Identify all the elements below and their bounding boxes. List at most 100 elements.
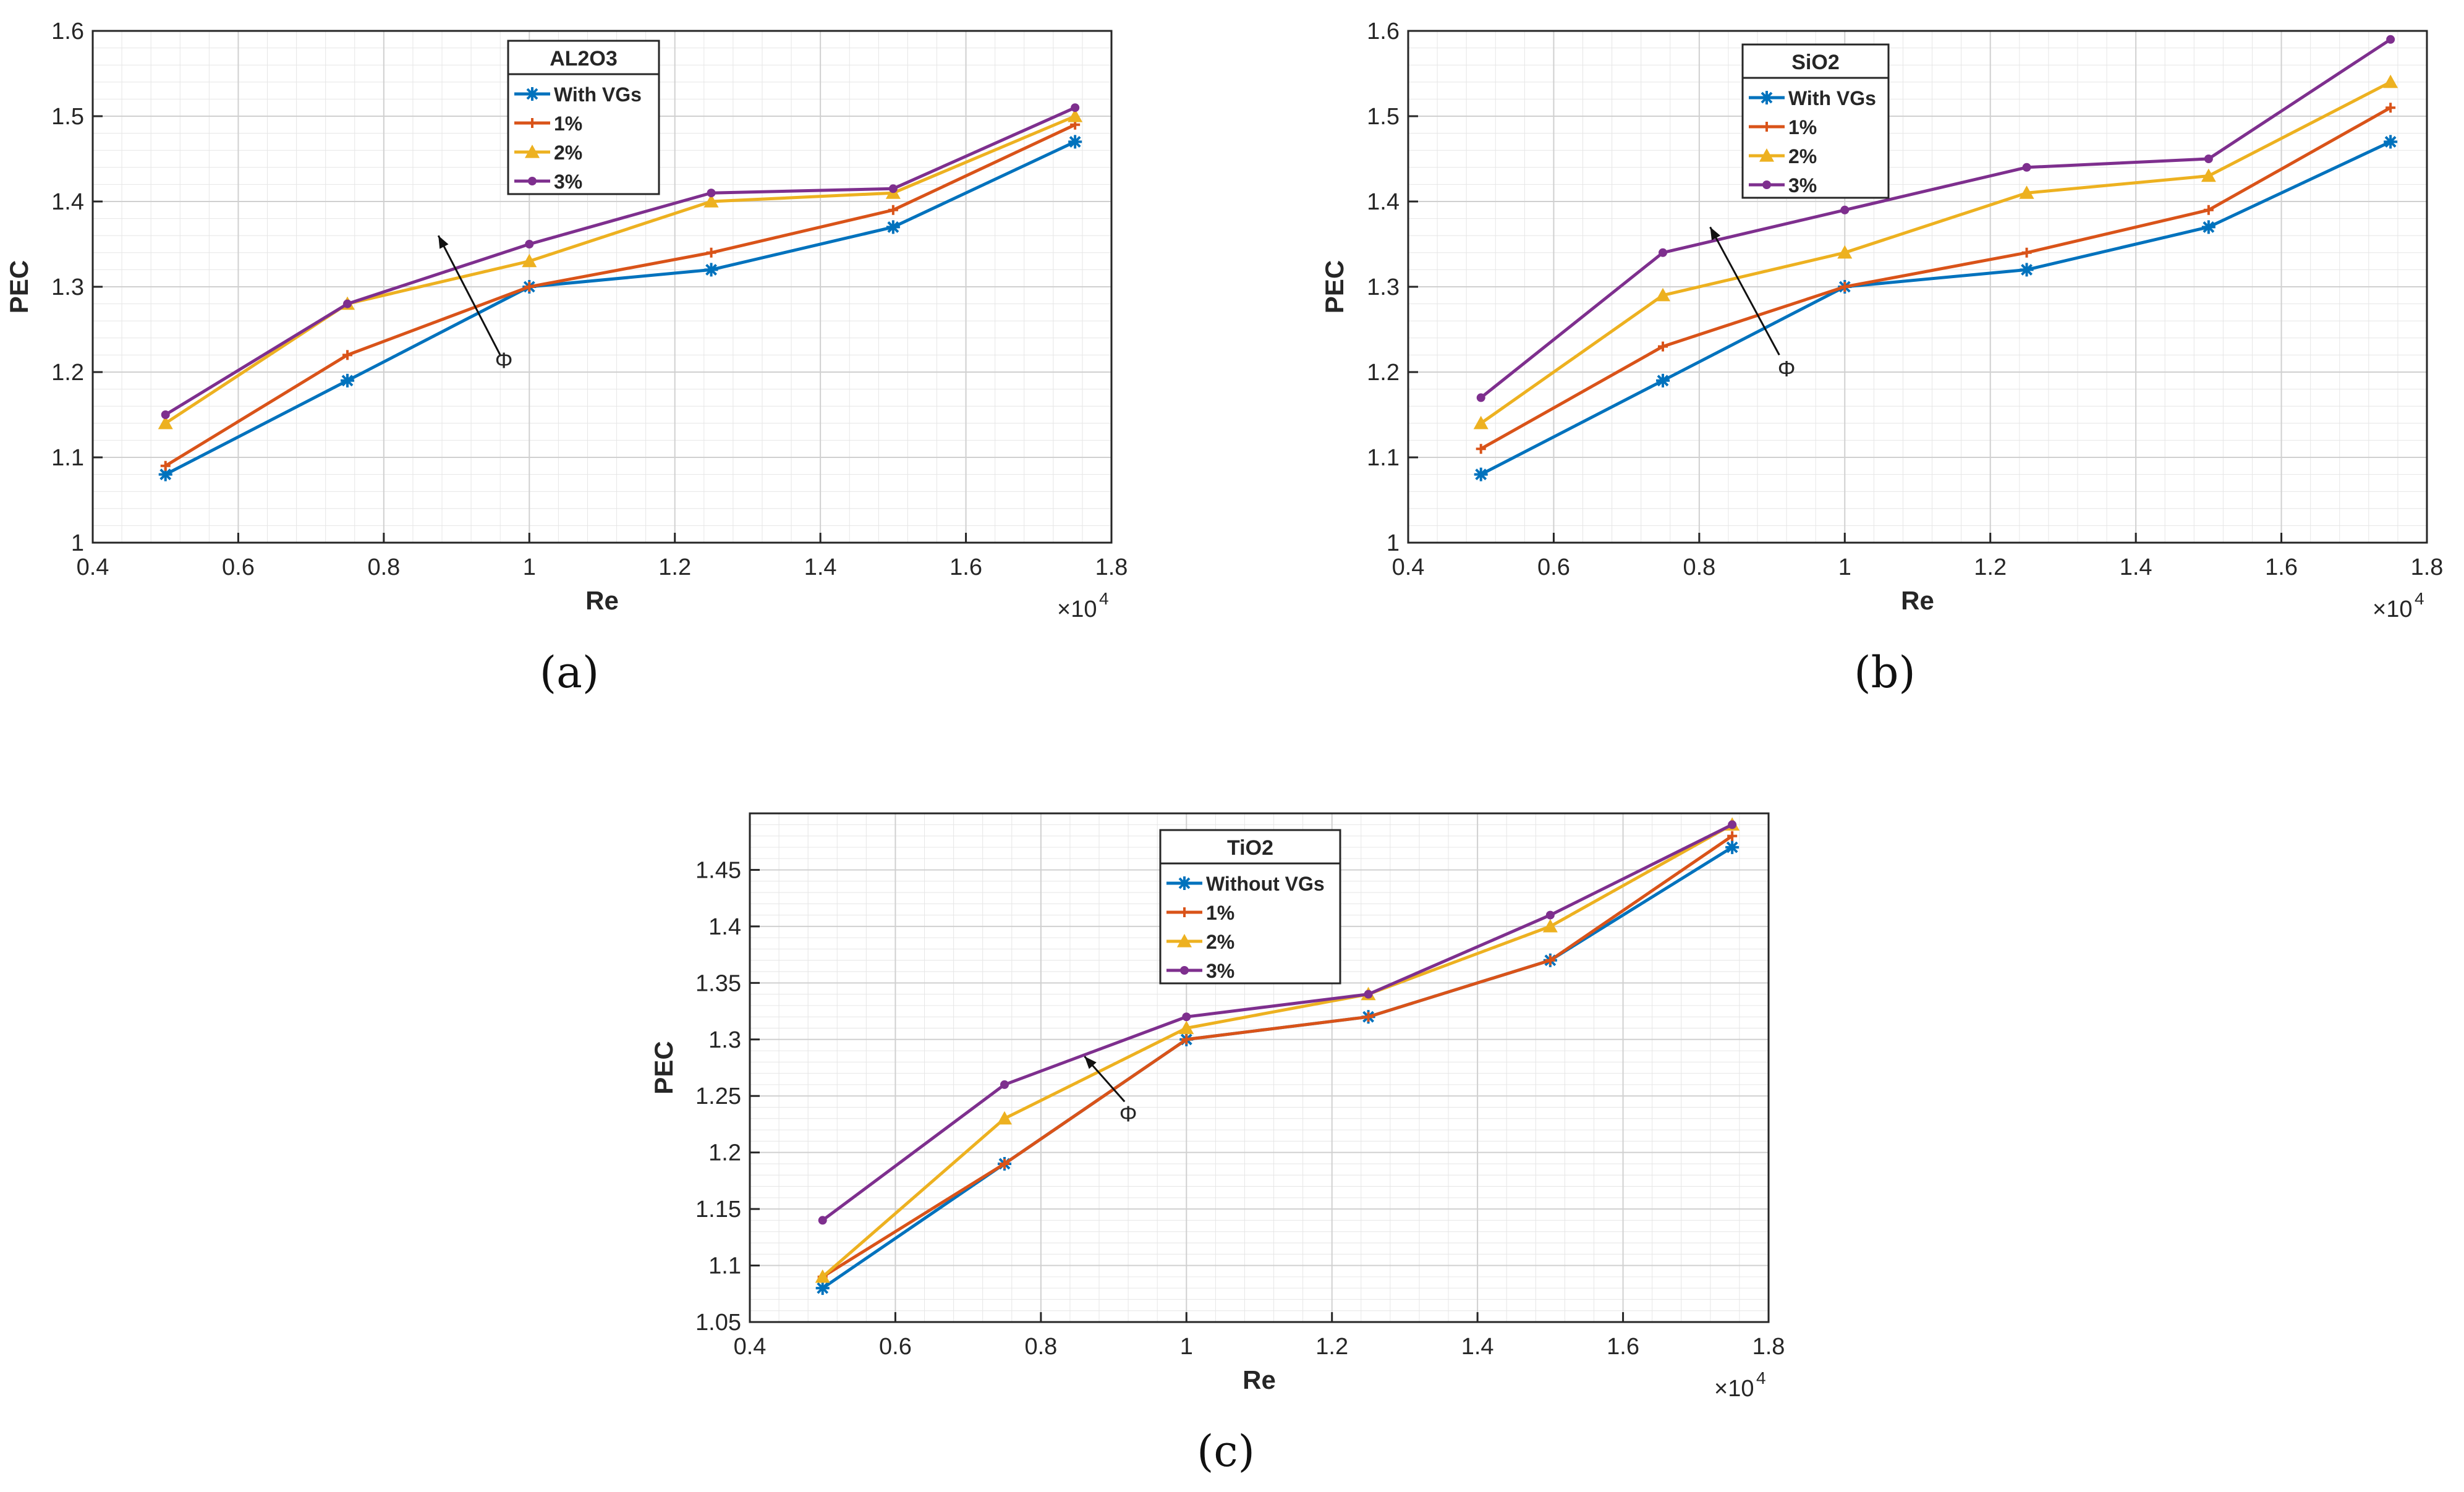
data-point: [706, 247, 716, 258]
x-tick-label: 0.4: [77, 554, 109, 580]
y-axis-label: PEC: [1320, 260, 1349, 313]
caption-a: (a): [540, 647, 599, 698]
legend-marker-1: [525, 87, 539, 101]
y-axis-label: PEC: [4, 260, 33, 313]
data-point: [2204, 155, 2213, 163]
legend-marker-2: [1762, 122, 1772, 132]
series-line-4: [164, 106, 1076, 417]
legend-entry-1: With VGs: [1788, 87, 1876, 109]
data-point: [1071, 103, 1080, 112]
annotation-arrowhead: [1710, 227, 1721, 240]
x-tick-label: 1.2: [1974, 554, 2007, 580]
legend-marker-2: [1179, 907, 1189, 917]
caption-b: (b): [1854, 647, 1915, 698]
data-point: [1659, 248, 1667, 257]
data-point: [1840, 282, 1850, 292]
legend-marker-4: [1762, 180, 1771, 189]
data-point-stroke-d2: [705, 263, 717, 276]
x-exponent-label: ×10: [1057, 596, 1097, 622]
series-line-3: [822, 823, 1733, 1278]
y-tick-label: 1.05: [695, 1310, 741, 1336]
y-tick-label: 1: [71, 530, 84, 556]
y-tick-label: 1.1: [51, 445, 84, 471]
series-line-4: [1480, 38, 2392, 399]
x-tick-label: 1.4: [2120, 554, 2152, 580]
legend-title: AL2O3: [550, 47, 618, 70]
y-tick-label: 1.1: [1367, 445, 1400, 471]
x-tick-label: 1: [1838, 554, 1851, 580]
legend-entry-2: 1%: [1206, 902, 1234, 924]
x-tick-label: 1.8: [1752, 1334, 1785, 1360]
legend-entry-3: 2%: [1206, 931, 1234, 953]
data-point: [704, 263, 718, 277]
x-tick-label: 0.4: [734, 1334, 767, 1360]
data-point: [2019, 185, 2034, 199]
data-point-stroke-d2: [2021, 263, 2033, 276]
legend: TiO2 Without VGs 1% 2% 3%: [1159, 829, 1341, 985]
data-point: [1473, 415, 1489, 430]
x-tick-label: 1: [523, 554, 536, 580]
x-exponent-power: 4: [2415, 589, 2424, 608]
data-point: [703, 194, 719, 208]
data-point: [1476, 393, 1485, 402]
data-point: [1725, 840, 1740, 854]
legend-marker-1-stroke-d2: [1178, 877, 1191, 889]
legend-marker-4: [528, 177, 537, 185]
x-tick-label: 0.6: [1537, 554, 1570, 580]
legend-entry-1: Without VGs: [1206, 873, 1325, 895]
data-point: [1727, 831, 1738, 841]
x-axis-label: Re: [585, 586, 619, 615]
legend-marker-3: [1177, 934, 1192, 947]
data-point: [524, 282, 535, 292]
x-tick-label: 1.2: [1315, 1334, 1348, 1360]
series-line-3: [1480, 80, 2392, 425]
annotation-label: Φ: [495, 347, 513, 373]
x-tick-label: 1.6: [2265, 554, 2298, 580]
y-tick-label: 1.2: [1367, 360, 1400, 386]
y-tick-label: 1.3: [708, 1027, 741, 1053]
x-tick-label: 1.8: [1095, 554, 1128, 580]
x-tick-label: 1.2: [658, 554, 691, 580]
data-point: [1476, 444, 1486, 454]
data-point-stroke-d2: [2203, 221, 2215, 233]
legend-marker-3: [1759, 148, 1774, 162]
data-point: [1542, 918, 1558, 933]
annotation-label: Φ: [1119, 1101, 1137, 1127]
annotation-arrow: [437, 235, 501, 356]
caption-c: (c): [1197, 1426, 1255, 1477]
legend: AL2O3 With VGs 1% 2% 3%: [507, 40, 660, 195]
data-point: [2021, 247, 2032, 258]
y-tick-label: 1.4: [51, 189, 84, 215]
legend-marker-1: [1760, 91, 1774, 104]
data-point: [2203, 205, 2214, 215]
legend-marker-1-stroke-d2: [1761, 91, 1773, 104]
y-tick-label: 1.45: [695, 857, 741, 883]
data-point-stroke-d2: [341, 375, 354, 387]
data-point: [1363, 1012, 1374, 1022]
x-tick-label: 0.8: [367, 554, 400, 580]
data-point: [1840, 205, 1850, 214]
data-point: [1655, 287, 1670, 302]
series-line-2: [822, 834, 1733, 1278]
data-point: [2385, 103, 2396, 113]
series-line-1: [1480, 140, 2392, 476]
data-point: [1658, 341, 1668, 352]
data-point: [158, 415, 173, 430]
x-exponent-power: 4: [1099, 589, 1109, 608]
y-axis-label: PEC: [649, 1041, 678, 1094]
data-point: [818, 1216, 827, 1225]
annotation-label: Φ: [1778, 356, 1796, 381]
x-exponent-label: ×10: [2373, 596, 2412, 622]
data-point: [2201, 168, 2216, 182]
data-point: [1181, 1034, 1192, 1045]
x-tick-label: 1.6: [949, 554, 982, 580]
data-point: [1000, 1158, 1009, 1169]
data-point: [1656, 373, 1670, 388]
data-point: [2384, 135, 2398, 149]
data-point-stroke-d2: [887, 221, 899, 233]
data-point: [1068, 109, 1083, 122]
data-point-stroke-d2: [1726, 841, 1738, 854]
legend-title: SiO2: [1791, 51, 1839, 74]
legend-entry-1: With VGs: [554, 83, 642, 106]
x-axis-label: Re: [1901, 586, 1934, 615]
